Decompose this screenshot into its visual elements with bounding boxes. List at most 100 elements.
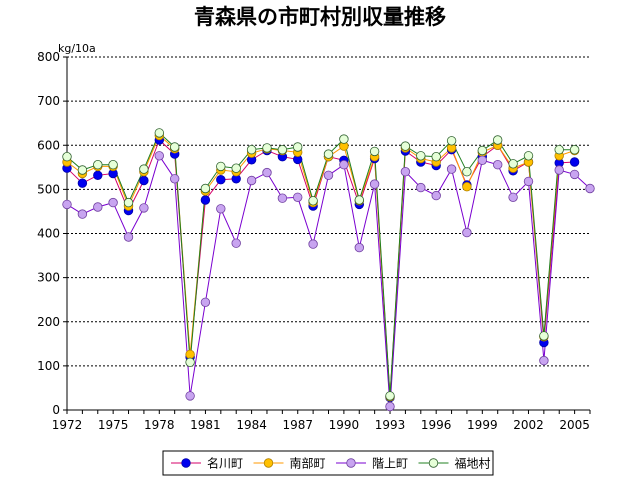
data-point-s2-1980 [185,349,195,360]
series-line-4 [66,132,575,396]
data-point-s3-1998 [462,227,472,238]
data-point-s4-1993 [385,391,395,401]
data-point-s4-1991 [354,195,365,205]
data-point-s4-2002 [523,151,534,161]
data-point-s1-1982 [216,174,226,185]
data-point-s4-1996 [431,151,441,162]
legend-box [162,450,494,476]
data-point-s3-1987 [293,192,303,203]
data-point-s3-1974 [93,202,103,212]
data-point-s4-1982 [216,161,226,172]
data-point-s3-1996 [431,190,441,201]
data-point-s3-2001 [508,192,518,203]
data-point-s3-1978 [154,151,165,161]
data-point-s3-1991 [354,242,365,253]
data-point-s3-1982 [216,204,226,214]
y-axis-unit-label: kg/10a [58,42,96,55]
data-point-s4-1994 [400,141,411,151]
data-point-s4-1978 [154,128,165,138]
legend-marker-3 [346,458,356,468]
data-point-s3-1973 [77,209,88,219]
data-point-s4-2001 [508,159,518,169]
data-point-s3-1980 [185,391,195,401]
y-tick-label-400: 400 [37,227,60,241]
chart-title: 青森県の市町村別収量推移 [194,5,446,29]
data-point-s4-1989 [323,149,334,159]
data-point-s3-1985 [262,167,272,178]
data-point-s4-1981 [200,183,211,194]
data-point-s3-1977 [139,203,149,213]
y-tick-label-0: 0 [52,403,60,417]
data-point-s4-1975 [108,159,118,170]
data-point-s4-1979 [169,142,180,152]
data-point-s1-1973 [77,178,88,188]
data-point-s3-1986 [277,193,288,203]
data-point-s4-2004 [554,144,564,155]
data-point-s3-1975 [108,197,118,208]
y-tick-label-600: 600 [37,138,60,152]
legend-label-2: 南部町 [290,456,326,471]
y-tick-label-800: 800 [37,50,60,64]
series-line-2 [66,134,575,397]
data-point-s4-1998 [462,166,472,177]
x-tick-label-1978: 1978 [144,418,175,432]
y-tick-label-300: 300 [37,271,60,285]
data-point-s4-1986 [277,144,288,155]
x-tick-label-1987: 1987 [282,418,313,432]
data-point-s3-1988 [308,239,318,249]
data-point-s3-1997 [446,164,457,174]
legend-label-4: 福地村 [455,456,491,471]
x-tick-label-1975: 1975 [98,418,129,432]
data-point-s4-1976 [123,197,134,208]
data-point-s3-2005 [569,169,580,180]
data-point-s3-1981 [200,297,211,308]
y-tick-label-500: 500 [37,182,60,196]
data-point-s4-1985 [262,143,272,153]
data-point-s3-1989 [323,170,334,181]
x-tick-label-2005: 2005 [559,418,590,432]
data-point-s1-1981 [200,195,211,205]
x-tick-label-1990: 1990 [329,418,360,432]
x-tick-label-1972: 1972 [52,418,83,432]
gridlines [67,56,590,367]
legend: 名川町 南部町 階上町 福地村 [162,450,494,476]
data-point-s4-1999 [477,145,488,156]
data-point-s4-1972 [62,151,72,162]
x-tick-label-1999: 1999 [467,418,498,432]
data-point-s4-1987 [293,142,303,152]
data-point-s1-2005 [569,157,580,167]
x-tick-label-1981: 1981 [190,418,221,432]
data-point-s4-1990 [339,134,349,144]
data-point-s3-2003 [539,355,549,366]
data-point-s3-1979 [169,174,180,184]
series-markers [62,128,595,412]
data-point-s4-1973 [77,165,88,175]
data-point-s4-2003 [539,331,549,341]
data-point-s4-1974 [93,159,103,170]
data-point-s3-1976 [123,232,134,242]
legend-marker-2 [263,458,274,468]
legend-marker-1 [181,458,191,468]
data-point-s1-1974 [93,170,103,181]
data-point-s2-1998 [462,181,472,192]
y-tick-label-700: 700 [37,94,60,108]
data-point-s3-1995 [416,182,426,193]
x-tick-label-2002: 2002 [513,418,544,432]
data-point-s3-2000 [493,159,503,170]
data-point-s4-1988 [308,196,318,206]
y-tick-label-200: 200 [37,315,60,329]
legend-label-1: 名川町 [207,456,243,471]
x-tick-label-1996: 1996 [421,418,452,432]
x-tick-label-1993: 1993 [375,418,406,432]
data-point-s4-1983 [231,163,241,173]
data-point-s4-2005 [569,144,580,155]
data-point-s3-1999 [477,155,488,166]
data-point-s3-1972 [62,199,72,210]
data-point-s3-1993 [385,401,395,412]
data-point-s4-1997 [446,136,457,146]
data-point-s3-1990 [339,159,349,170]
data-point-s4-1977 [139,164,149,174]
data-point-s1-1977 [139,175,149,186]
data-point-s4-1995 [416,151,426,161]
